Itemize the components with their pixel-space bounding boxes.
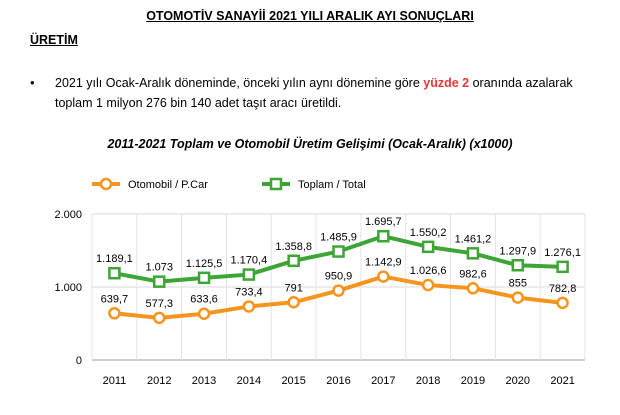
data-point (556, 296, 569, 310)
x-tick-label: 2012 (147, 375, 171, 387)
data-label: 639,7 (101, 293, 129, 305)
data-label: 982,6 (459, 268, 487, 280)
legend-label: Otomobil / P.Car (128, 179, 208, 191)
data-point (377, 270, 390, 283)
x-tick-label: 2016 (326, 375, 350, 387)
production-line-chart: 0 1.000 2.000 2011 2012 2013 2014 2015 2016 2017 2… (54, 177, 586, 387)
data-label: 1.550,2 (410, 227, 447, 239)
bullet-text: 2021 yılı Ocak-Aralık döneminde, önceki … (55, 73, 595, 113)
data-point (197, 271, 211, 285)
data-label: 950,9 (325, 271, 353, 283)
bullet-highlight: yüzde 2 (423, 76, 470, 90)
data-label: 733,4 (235, 286, 263, 298)
data-point (377, 229, 390, 243)
x-tick-label: 2014 (237, 375, 261, 387)
data-label: 577,3 (145, 298, 173, 310)
legend-marker (269, 177, 283, 191)
data-point (242, 300, 256, 313)
data-point (152, 311, 166, 325)
chart-title: 2011-2021 Toplam ve Otomobil Üretim Geli… (107, 137, 513, 151)
data-label: 1.695,7 (365, 216, 402, 228)
x-tick-label: 2019 (461, 375, 485, 387)
chart-legend: Otomobil / P.Car Toplam / Total (92, 177, 366, 191)
bullet-text-before: 2021 yılı Ocak-Aralık döneminde, önceki … (55, 76, 424, 90)
x-tick-label: 2021 (550, 375, 574, 387)
x-tick-label: 2017 (371, 375, 395, 387)
data-point (421, 278, 435, 292)
data-label: 855 (509, 278, 527, 290)
x-tick-label: 2018 (416, 375, 440, 387)
data-point (511, 291, 525, 304)
chart-axes: 0 1.000 2.000 2011 2012 2013 2014 2015 2016 2017 2… (54, 209, 574, 387)
bullet-text-after: oranında azalarak toplam 1 milyon 276 bi… (55, 76, 573, 110)
data-point (197, 307, 211, 320)
data-label: 633,6 (190, 294, 218, 306)
data-point (287, 254, 300, 268)
chart-series: 639,7 577,3 633,6 733,4 791 950,9 1.142,9 1.026… (96, 216, 581, 325)
data-label: 1.125,5 (186, 258, 223, 270)
document-title: OTOMOTİV SANAYİİ 2021 YILI ARALIK AYI SO… (146, 9, 474, 23)
x-tick-label: 2020 (506, 375, 530, 387)
data-label: 791 (285, 282, 303, 294)
data-point (466, 282, 480, 295)
data-label: 1.073 (145, 262, 173, 274)
x-tick-label: 2013 (192, 375, 216, 387)
data-label: 1.461,2 (455, 233, 492, 245)
data-point (287, 296, 300, 309)
data-point (152, 275, 166, 288)
data-label: 1.297,9 (499, 245, 536, 257)
data-point (108, 266, 121, 280)
x-tick-label: 2015 (281, 375, 305, 387)
y-tick-label: 1.000 (54, 282, 82, 294)
data-point (421, 240, 435, 254)
data-label: 1.276,1 (544, 247, 581, 259)
data-point (466, 247, 480, 260)
x-tick-label: 2011 (103, 375, 127, 387)
data-point (556, 260, 569, 274)
data-label: 1.170,4 (231, 255, 268, 267)
section-heading: ÜRETİM (30, 33, 78, 47)
data-label: 1.142,9 (365, 257, 402, 269)
data-label: 1.189,1 (96, 253, 133, 265)
data-label: 782,8 (549, 283, 577, 295)
data-label: 1.485,9 (320, 232, 357, 244)
legend-marker (99, 177, 113, 191)
y-tick-label: 2.000 (54, 209, 82, 221)
y-tick-label: 0 (76, 355, 82, 367)
data-point (108, 307, 121, 320)
data-point (511, 259, 525, 272)
data-point (242, 268, 256, 281)
bullet-icon: • (30, 75, 35, 90)
legend-label: Toplam / Total (298, 179, 366, 191)
data-point (332, 245, 345, 258)
data-label: 1.358,8 (275, 241, 312, 253)
data-label: 1.026,6 (410, 265, 447, 277)
data-point (332, 284, 345, 297)
